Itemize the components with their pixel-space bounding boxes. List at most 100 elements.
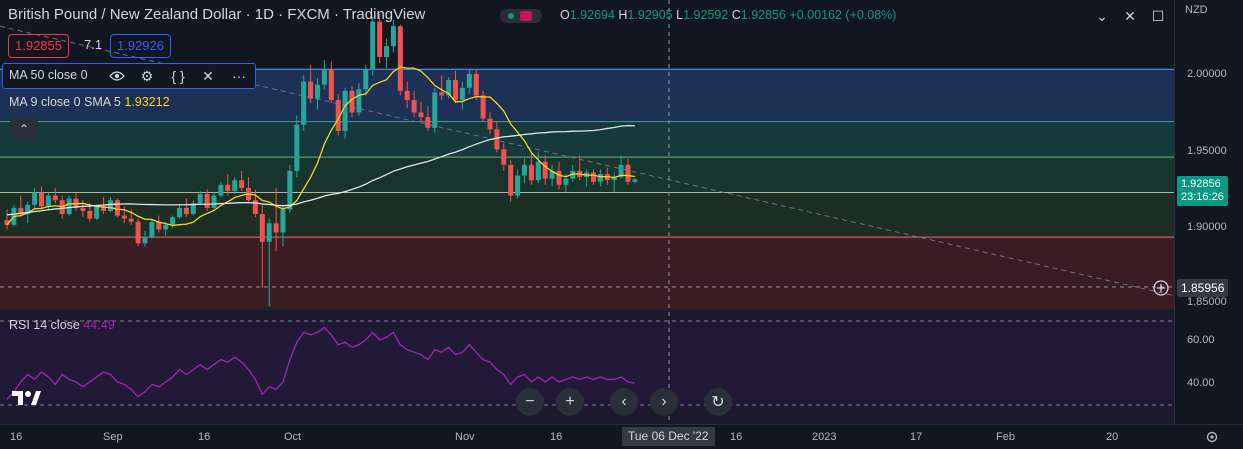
time-label: 16 xyxy=(198,431,211,443)
candle-body xyxy=(197,194,203,204)
zoom-in-icon[interactable]: + xyxy=(556,388,584,416)
candle-body xyxy=(18,207,24,215)
candle-body xyxy=(356,89,362,113)
candle-body xyxy=(163,224,169,230)
candle-body xyxy=(328,69,334,101)
candle-body xyxy=(342,90,348,131)
rsi-tick: 60.00 xyxy=(1187,334,1215,346)
candle-body xyxy=(232,180,238,191)
time-label: 17 xyxy=(910,431,923,443)
more-icon[interactable]: ··· xyxy=(232,68,246,84)
candle-body xyxy=(597,174,603,182)
chevron-up-icon[interactable]: ⌃ xyxy=(10,119,38,139)
crosshair-price-tag: 1.85956 xyxy=(1177,279,1229,297)
candle-body xyxy=(453,80,458,101)
candle-body xyxy=(280,209,286,233)
time-label: 2023 xyxy=(812,431,837,443)
price-tick: 1.90000 xyxy=(1187,221,1227,233)
candle-body xyxy=(190,203,196,215)
candle-body xyxy=(487,118,493,130)
candle-body xyxy=(542,161,548,179)
collapse-icon[interactable]: ✕ xyxy=(1124,7,1136,24)
candle-body xyxy=(515,175,521,196)
time-label: 16 xyxy=(10,431,23,443)
plus-circle-icon[interactable] xyxy=(1151,278,1171,298)
candle-body xyxy=(473,73,479,96)
candle-body xyxy=(45,195,51,207)
candle-body xyxy=(466,73,472,88)
scroll-left-icon[interactable]: ‹ xyxy=(610,388,638,416)
candle-body xyxy=(156,221,162,230)
market-status-indicator[interactable] xyxy=(500,9,542,23)
price-axis[interactable]: NZD 2.00000 1.95000 1.90000 1.85000 1.92… xyxy=(1174,0,1243,424)
candle-body xyxy=(252,200,258,215)
scroll-right-icon[interactable]: › xyxy=(650,388,678,416)
ma9-legend[interactable]: MA 9 close 0 SMA 5 1.93212 xyxy=(9,95,170,109)
braces-icon[interactable]: { } xyxy=(171,68,185,84)
candle-body xyxy=(170,217,176,225)
spread-value: 7.1 xyxy=(84,37,103,52)
candle-body xyxy=(501,149,507,165)
time-label: 16 xyxy=(550,431,563,443)
candle-body xyxy=(287,170,293,210)
symbol-title[interactable]: British Pound / New Zealand Dollar · 1D … xyxy=(8,6,426,23)
candle-body xyxy=(611,177,617,181)
candle-body xyxy=(266,223,272,242)
candle-body xyxy=(87,210,93,219)
rsi-band xyxy=(0,320,1174,406)
candle-body xyxy=(439,92,445,96)
candle-body xyxy=(121,215,127,219)
zoom-out-icon[interactable]: − xyxy=(516,388,544,416)
candle-body xyxy=(218,184,224,196)
candle-body xyxy=(225,184,231,191)
open-value: 1.92694 xyxy=(569,8,615,22)
chart-canvas[interactable] xyxy=(0,0,1174,424)
low-label: L xyxy=(676,8,684,22)
candle-body xyxy=(177,207,182,218)
time-label: Oct xyxy=(284,431,302,443)
candle-body xyxy=(556,170,562,185)
candle-body xyxy=(301,81,307,125)
maximize-icon[interactable]: ☐ xyxy=(1151,7,1165,24)
chevron-down-icon[interactable]: ⌄ xyxy=(1096,7,1108,24)
price-tick: 2.00000 xyxy=(1187,68,1227,80)
high-label: H xyxy=(618,8,628,22)
candle-body xyxy=(211,195,217,208)
ma50-legend[interactable]: MA 50 close 0 ⚙ { } ✕ ··· xyxy=(2,63,256,89)
gear-icon[interactable]: ⚙ xyxy=(140,67,154,84)
candle-body xyxy=(363,69,369,90)
tradingview-logo[interactable] xyxy=(10,386,42,413)
candle-body xyxy=(618,164,624,178)
price-tick: 1.95000 xyxy=(1187,145,1227,157)
candle-body xyxy=(39,192,44,207)
time-label: Sep xyxy=(103,431,123,443)
reset-icon[interactable]: ↻ xyxy=(704,388,732,416)
candle-body xyxy=(308,81,314,99)
change-value: +0.00162 (+0.08%) xyxy=(789,8,897,22)
candle-body xyxy=(446,80,452,96)
candle-body xyxy=(480,95,486,119)
candle-body xyxy=(563,178,569,185)
close-icon[interactable]: ✕ xyxy=(202,67,214,84)
current-price: 1.92856 xyxy=(1181,178,1221,190)
candle-body xyxy=(135,221,141,244)
candle-body xyxy=(273,223,279,233)
rsi-legend[interactable]: RSI 14 close 44.49 xyxy=(9,318,115,332)
high-value: 1.92905 xyxy=(627,8,673,22)
candle-body xyxy=(591,172,596,182)
candle-body xyxy=(370,21,376,70)
price-tick: 1.85000 xyxy=(1187,296,1227,308)
settings-icon[interactable] xyxy=(1201,426,1223,448)
crosshair-date: Tue 06 Dec '22 xyxy=(622,427,715,446)
eye-icon[interactable] xyxy=(106,65,128,87)
time-label: Feb xyxy=(996,431,1015,443)
buy-button[interactable]: 1.92926 xyxy=(110,34,171,58)
current-price-tag: 1.92856 23:16:26 xyxy=(1177,176,1228,206)
candle-body xyxy=(349,90,355,113)
candle-body xyxy=(397,26,403,91)
candle-body xyxy=(149,221,155,238)
time-axis[interactable]: 16 Sep 16 Oct Nov 16 16 2023 17 Feb 20 T… xyxy=(0,424,1243,449)
candle-body xyxy=(535,161,541,181)
sell-button[interactable]: 1.92855 xyxy=(8,34,69,58)
open-label: O xyxy=(560,8,570,22)
